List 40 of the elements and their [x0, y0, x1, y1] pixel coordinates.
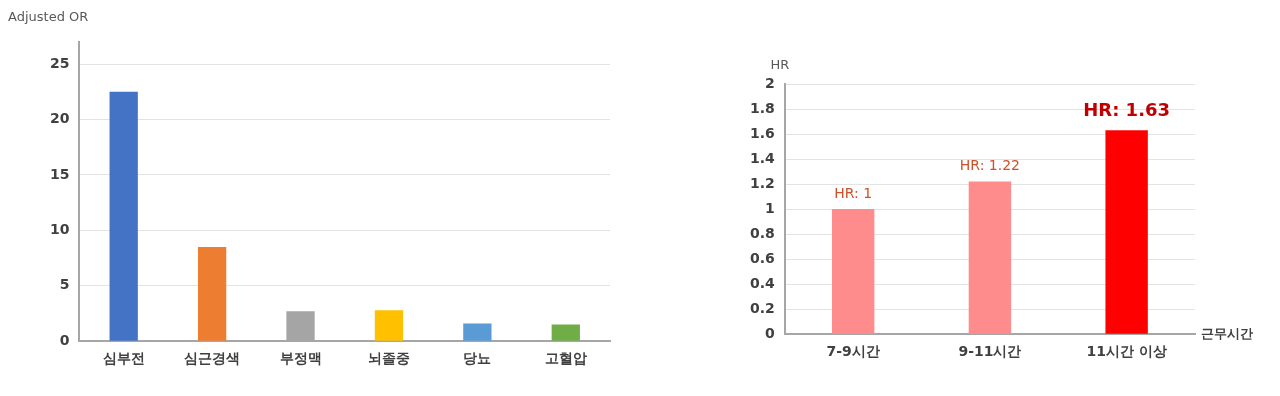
- y-tick-label: 1.6: [749, 124, 775, 141]
- data-label: HR: 1: [834, 184, 873, 201]
- y-tick-label: 10: [50, 221, 70, 238]
- y-tick-label: 20: [50, 110, 70, 127]
- y-tick-label: 0.4: [749, 274, 776, 291]
- y-axis-title: Adjusted OR: [8, 8, 89, 24]
- data-label: HR: 1.22: [959, 157, 1020, 174]
- y-tick-label: 0.2: [749, 299, 775, 316]
- y-tick-label: 0.6: [749, 249, 775, 266]
- y-tick-label: 0: [59, 331, 70, 348]
- bar: [109, 91, 138, 341]
- x-tick-label: 7-9시간: [826, 343, 880, 360]
- y-tick-label: 0: [765, 324, 776, 341]
- y-tick-label: 25: [50, 54, 70, 71]
- y-tick-label: 1.8: [749, 99, 775, 116]
- x-tick-label: 11시간 이상: [1086, 343, 1167, 360]
- y-tick-label: 1: [765, 199, 775, 216]
- x-axis-title: 근무시간: [1201, 325, 1253, 341]
- y-tick-label: 5: [59, 276, 70, 293]
- x-tick-label: 고혈압: [544, 350, 587, 367]
- bar: [197, 247, 227, 341]
- y-tick-label: 15: [50, 165, 70, 182]
- x-tick-label: 9-11시간: [958, 343, 1022, 360]
- bar: [831, 209, 875, 334]
- bar: [463, 323, 492, 341]
- y-tick-label: 1.4: [749, 149, 776, 166]
- x-tick-label: 부정맥: [279, 350, 322, 367]
- y-axis-title: HR: [770, 56, 790, 72]
- y-tick-label: 0.8: [749, 224, 775, 241]
- x-tick-label: 심근경색: [184, 350, 241, 367]
- data-label: HR: 1.63: [1083, 98, 1171, 120]
- bar: [551, 324, 580, 341]
- bar: [374, 310, 404, 341]
- x-tick-label: 당뇨: [463, 350, 492, 367]
- y-tick-label: 2: [765, 74, 775, 91]
- y-tick-label: 1.2: [749, 174, 775, 191]
- x-tick-label: 심부전: [102, 350, 145, 367]
- x-tick-label: 뇌졸중: [367, 350, 410, 367]
- bar: [968, 181, 1012, 334]
- bar: [1105, 130, 1148, 334]
